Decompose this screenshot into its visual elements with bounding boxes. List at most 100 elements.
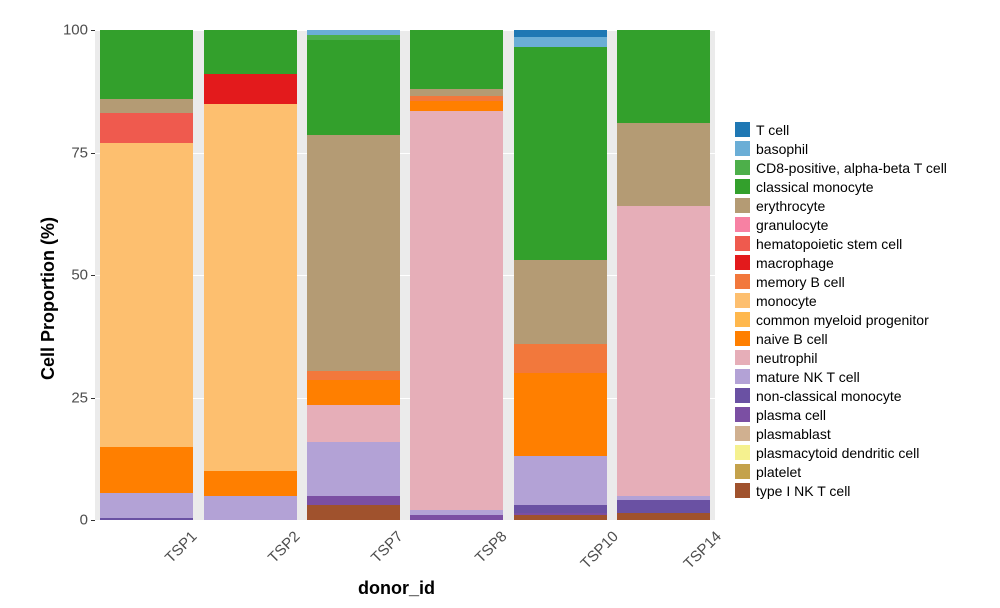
legend-label: T cell <box>756 122 789 138</box>
y-axis-title: Cell Proportion (%) <box>38 217 59 380</box>
legend-item: T cell <box>735 120 995 139</box>
legend-swatch <box>735 445 750 460</box>
y-tick-mark <box>91 275 95 276</box>
legend-swatch <box>735 293 750 308</box>
y-tick-label: 100 <box>63 22 88 39</box>
bar-segment <box>410 96 503 101</box>
y-tick-label: 0 <box>80 512 88 529</box>
legend-item: naive B cell <box>735 329 995 348</box>
legend-swatch <box>735 236 750 251</box>
bar-segment <box>514 505 607 512</box>
legend-swatch <box>735 255 750 270</box>
legend-label: basophil <box>756 141 808 157</box>
bar <box>410 30 503 520</box>
bar-segment <box>410 30 503 89</box>
bar-segment <box>100 518 193 520</box>
bar <box>100 30 193 520</box>
bar-segment <box>410 111 503 510</box>
legend-swatch <box>735 141 750 156</box>
bar-segment <box>204 104 297 472</box>
legend-item: type I NK T cell <box>735 481 995 500</box>
legend-item: mature NK T cell <box>735 367 995 386</box>
bar-segment <box>307 371 400 381</box>
legend-label: granulocyte <box>756 217 828 233</box>
legend-swatch <box>735 312 750 327</box>
bar-segment <box>307 496 400 506</box>
legend-item: classical monocyte <box>735 177 995 196</box>
legend-item: neutrophil <box>735 348 995 367</box>
bar-segment <box>514 30 607 37</box>
legend-label: naive B cell <box>756 331 828 347</box>
legend-label: hematopoietic stem cell <box>756 236 902 252</box>
bar-segment <box>204 471 297 496</box>
legend-label: CD8-positive, alpha-beta T cell <box>756 160 947 176</box>
legend-label: platelet <box>756 464 801 480</box>
bar-segment <box>410 101 503 111</box>
legend-item: plasmablast <box>735 424 995 443</box>
bar-segment <box>514 456 607 505</box>
legend-label: neutrophil <box>756 350 818 366</box>
bar-segment <box>100 113 193 142</box>
legend-swatch <box>735 122 750 137</box>
legend-item: erythrocyte <box>735 196 995 215</box>
x-tick-label: TSP10 <box>577 528 621 572</box>
legend-label: plasmacytoid dendritic cell <box>756 445 919 461</box>
y-tick-mark <box>91 520 95 521</box>
legend-item: basophil <box>735 139 995 158</box>
legend-item: plasma cell <box>735 405 995 424</box>
legend-label: type I NK T cell <box>756 483 850 499</box>
bar-segment <box>514 513 607 515</box>
legend-label: memory B cell <box>756 274 845 290</box>
y-tick-label: 75 <box>71 144 88 161</box>
legend-item: non-classical monocyte <box>735 386 995 405</box>
bar-segment <box>617 500 710 512</box>
bar-segment <box>204 30 297 74</box>
y-tick-mark <box>91 398 95 399</box>
legend-label: classical monocyte <box>756 179 874 195</box>
bar-segment <box>410 510 503 515</box>
legend-swatch <box>735 426 750 441</box>
bar-segment <box>307 405 400 442</box>
bar-segment <box>100 99 193 114</box>
legend-swatch <box>735 350 750 365</box>
legend-swatch <box>735 198 750 213</box>
legend-swatch <box>735 369 750 384</box>
x-tick-label: TSP1 <box>162 528 201 567</box>
legend-label: plasma cell <box>756 407 826 423</box>
bar-segment <box>307 380 400 405</box>
bar-segment <box>307 35 400 40</box>
bar-segment <box>514 37 607 47</box>
bar <box>204 30 297 520</box>
legend-label: common myeloid progenitor <box>756 312 929 328</box>
legend-label: mature NK T cell <box>756 369 860 385</box>
x-tick-label: TSP7 <box>368 528 407 567</box>
y-tick-label: 50 <box>71 267 88 284</box>
x-tick-label: TSP8 <box>472 528 511 567</box>
legend-swatch <box>735 217 750 232</box>
legend-label: plasmablast <box>756 426 831 442</box>
legend-item: plasmacytoid dendritic cell <box>735 443 995 462</box>
cell-proportion-stacked-bar-chart: 0255075100 Cell Proportion (%) TSP1TSP2T… <box>0 0 1000 608</box>
bar-segment <box>307 442 400 496</box>
bar-segment <box>617 206 710 495</box>
bar-segment <box>100 30 193 99</box>
legend-item: hematopoietic stem cell <box>735 234 995 253</box>
legend-swatch <box>735 274 750 289</box>
legend-swatch <box>735 179 750 194</box>
legend-swatch <box>735 388 750 403</box>
bar-segment <box>307 40 400 136</box>
plot-panel <box>95 30 715 520</box>
legend-item: memory B cell <box>735 272 995 291</box>
legend-swatch <box>735 483 750 498</box>
bar-segment <box>307 30 400 35</box>
bar-segment <box>307 135 400 370</box>
legend-swatch <box>735 407 750 422</box>
x-tick-label: TSP2 <box>265 528 304 567</box>
legend-label: macrophage <box>756 255 834 271</box>
legend-item: CD8-positive, alpha-beta T cell <box>735 158 995 177</box>
bar-segment <box>617 513 710 520</box>
bar <box>617 30 710 520</box>
legend-label: non-classical monocyte <box>756 388 902 404</box>
legend-label: erythrocyte <box>756 198 825 214</box>
legend: T cell basophil CD8-positive, alpha-beta T… <box>735 120 995 500</box>
